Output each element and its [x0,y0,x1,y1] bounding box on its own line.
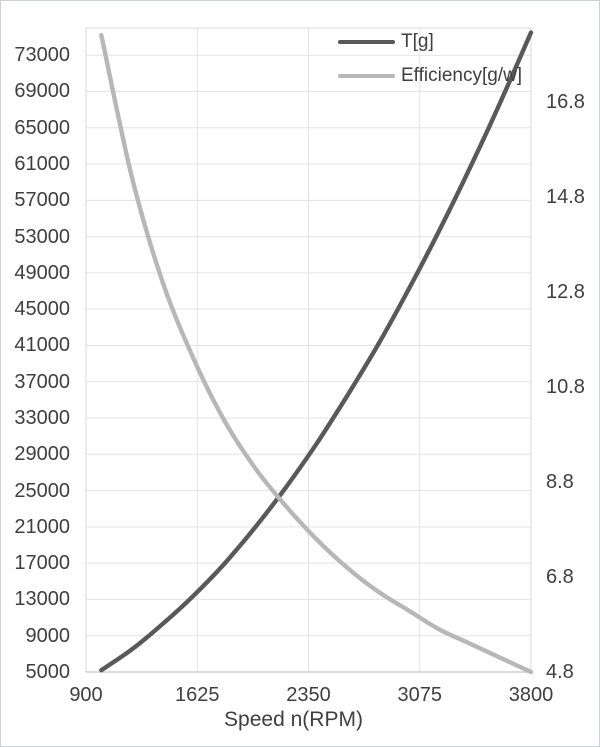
legend-item-t: T[g] [338,25,522,59]
legend-item-efficiency: Efficiency[g/w] [338,59,522,93]
x-axis-tick-label: 1625 [175,684,220,706]
series-line-t [99,30,534,673]
x-axis-tick-label: 3075 [397,684,443,706]
series-line-efficiency [99,32,534,675]
left-axis-tick-label: 57000 [14,189,70,212]
right-axis-tick-label: 6.8 [546,565,574,588]
legend-label-efficiency: Efficiency[g/w] [401,65,523,86]
left-axis-tick-label: 69000 [14,80,70,103]
left-axis-tick-label: 61000 [14,153,70,176]
left-axis-tick-label: 5000 [25,661,71,683]
left-axis-tick-label: 9000 [25,624,71,647]
right-axis-tick-label: 14.8 [546,185,585,208]
left-axis-tick-label: 33000 [14,407,70,430]
right-axis-tick-label: 12.8 [546,280,585,303]
left-axis-tick-label: 37000 [14,370,70,393]
left-axis-tick-label: 53000 [14,225,70,248]
x-axis-tick-label: 900 [69,684,103,706]
left-axis-tick-label: 65000 [14,116,70,139]
x-axis-tick-label: 3800 [508,684,554,706]
right-axis-tick-label: 16.8 [546,90,585,113]
left-axis-tick-label: 21000 [14,515,70,538]
left-axis-tick-label: 29000 [14,443,70,466]
x-axis-title: Speed n(RPM) [224,708,363,731]
t-series-swatch-icon [338,40,395,44]
left-axis-tick-label: 49000 [14,261,70,284]
left-axis-tick-label: 41000 [14,334,70,357]
left-axis-tick-label: 13000 [14,588,70,611]
right-axis-tick-label: 4.8 [546,661,574,683]
legend: T[g] Efficiency[g/w] [338,25,522,93]
left-axis-tick-label: 17000 [14,552,70,575]
x-axis-tick-label: 2350 [286,684,331,706]
right-axis-tick-label: 8.8 [546,470,574,493]
efficiency-series-swatch-icon [338,74,395,78]
legend-label-t: T[g] [401,31,434,52]
left-axis-tick-label: 45000 [14,298,70,321]
left-axis-tick-label: 25000 [14,479,70,502]
right-axis-tick-label: 10.8 [546,375,585,398]
left-axis-tick-label: 73000 [14,44,70,67]
